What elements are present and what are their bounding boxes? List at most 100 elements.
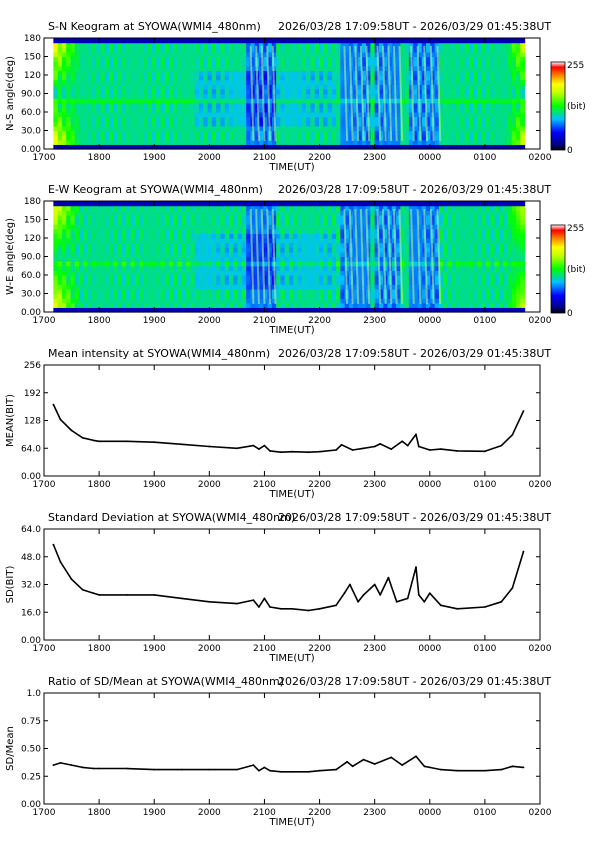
x-tick-label: 1900: [143, 153, 166, 163]
data-point: [125, 594, 128, 596]
y-tick-label: 30.0: [21, 290, 41, 300]
data-point: [208, 768, 211, 771]
y-axis-label: N-S angle(deg): [5, 56, 16, 131]
x-axis-label: TIME(UT): [268, 162, 314, 173]
x-tick-label: 0200: [529, 480, 552, 490]
aurora-streak: [429, 208, 435, 305]
data-point: [428, 592, 431, 595]
plot-frame: [43, 528, 541, 641]
data-point: [291, 450, 293, 453]
x-tick-label: 2200: [308, 480, 331, 490]
aurora-streak: [429, 45, 435, 142]
data-point: [335, 449, 337, 451]
panel-3: Mean intensity at SYOWA(WMI4_480nm) 2026/…: [5, 347, 552, 500]
y-tick-label: 256: [24, 361, 41, 371]
colorbar-unit-label: (bit): [567, 102, 586, 112]
data-point: [52, 543, 55, 546]
x-tick-label: 1800: [88, 316, 111, 326]
x-axis-label: TIME(UT): [268, 817, 314, 828]
y-tick-label: 0.00: [21, 472, 41, 482]
y-tick-label: 120: [24, 71, 41, 81]
aurora-streak: [271, 208, 277, 305]
x-tick-label: 2300: [363, 316, 386, 326]
data-point: [92, 767, 95, 770]
data-point: [423, 600, 426, 603]
data-point: [439, 604, 442, 607]
data-point: [357, 600, 359, 603]
x-axis-label: TIME(UT): [268, 325, 314, 336]
data-point: [500, 768, 503, 771]
data-point: [484, 606, 486, 608]
aurora-streak: [255, 45, 260, 142]
aurora-streak: [348, 208, 354, 305]
data-point: [415, 433, 417, 436]
x-tick-label: 1700: [33, 153, 56, 163]
data-point: [236, 447, 238, 450]
data-point: [343, 592, 346, 595]
data-point: [373, 763, 376, 765]
aurora-streak: [376, 208, 382, 305]
x-tick-label: 1800: [88, 644, 111, 654]
x-tick-label: 1800: [88, 808, 111, 818]
data-point: [180, 597, 183, 600]
aurora-streak: [359, 45, 365, 142]
x-tick-label: 1900: [143, 644, 166, 654]
data-point: [252, 764, 255, 766]
data-point: [81, 436, 84, 439]
data-point: [335, 604, 337, 607]
data-point: [59, 561, 62, 563]
data-point: [406, 597, 409, 600]
data-point: [379, 443, 382, 445]
x-tick-label: 1700: [33, 644, 56, 654]
x-axis-label: TIME(UT): [268, 653, 314, 664]
data-point: [362, 758, 365, 761]
data-point: [125, 440, 128, 443]
aurora-streak: [387, 208, 393, 305]
x-tick-label: 2300: [363, 644, 386, 654]
data-point: [269, 606, 271, 608]
aurora-streak: [381, 208, 387, 305]
aurora-streak: [365, 45, 371, 142]
data-point: [522, 550, 525, 553]
y-tick-label: 0.25: [21, 772, 41, 782]
colorbar: [550, 224, 566, 314]
x-tick-label: 0200: [529, 316, 552, 326]
aurora-streak: [354, 208, 360, 305]
data-point: [346, 760, 348, 763]
colorbar-max-label: 255: [567, 61, 584, 71]
keogram-image: [53, 201, 526, 313]
aurora-streak: [436, 208, 442, 305]
y-tick-label: 0.50: [21, 745, 41, 755]
data-point: [522, 766, 525, 769]
x-tick-label: 0100: [473, 808, 496, 818]
data-point: [390, 448, 393, 450]
x-tick-label: 2300: [363, 808, 386, 818]
panel-5: Ratio of SD/Mean at SYOWA(WMI4_480nm)202…: [5, 675, 552, 828]
y-tick-label: 64.0: [21, 525, 41, 535]
y-tick-label: 192: [24, 389, 41, 399]
x-tick-label: 2000: [198, 808, 221, 818]
data-point: [258, 448, 260, 450]
x-tick-label: 2000: [198, 316, 221, 326]
data-point: [318, 607, 321, 610]
x-tick-label: 1700: [33, 808, 56, 818]
data-point: [70, 429, 73, 432]
x-tick-label: 0100: [473, 153, 496, 163]
aurora-streak: [365, 208, 371, 305]
x-tick-label: 1800: [88, 153, 111, 163]
data-point: [81, 766, 84, 769]
y-tick-label: 120: [24, 234, 41, 244]
aurora-streak: [359, 208, 365, 305]
y-tick-label: 16.0: [21, 608, 41, 618]
panel-title: S-N Keogram at SYOWA(WMI4_480nm): [48, 20, 261, 33]
data-point: [52, 764, 55, 766]
y-tick-label: 48.0: [21, 553, 41, 563]
aurora-streak: [392, 208, 398, 305]
data-point: [280, 607, 282, 610]
panel-time-range: 2026/03/28 17:09:58UT - 2026/03/29 01:45…: [278, 675, 551, 688]
y-axis-label: MEAN(BIT): [5, 394, 16, 447]
plot-frame: [43, 364, 541, 477]
y-tick-label: 30.0: [21, 127, 41, 137]
y-tick-label: 150: [24, 53, 41, 63]
